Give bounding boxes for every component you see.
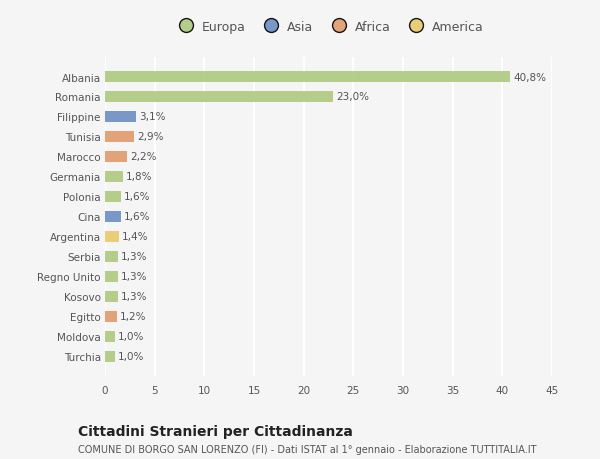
Text: 1,6%: 1,6% <box>124 192 151 202</box>
Bar <box>105 231 119 242</box>
Text: 23,0%: 23,0% <box>337 92 370 102</box>
Bar <box>105 72 510 83</box>
Text: 1,4%: 1,4% <box>122 232 148 242</box>
Text: 1,3%: 1,3% <box>121 291 148 302</box>
Bar <box>105 331 115 342</box>
Text: Cittadini Stranieri per Cittadinanza: Cittadini Stranieri per Cittadinanza <box>78 425 353 438</box>
Text: 1,0%: 1,0% <box>118 352 144 361</box>
Bar <box>105 251 118 262</box>
Bar <box>105 132 134 143</box>
Text: 40,8%: 40,8% <box>513 73 546 82</box>
Bar <box>105 172 123 183</box>
Text: 2,9%: 2,9% <box>137 132 163 142</box>
Bar <box>105 212 121 222</box>
Text: COMUNE DI BORGO SAN LORENZO (FI) - Dati ISTAT al 1° gennaio - Elaborazione TUTTI: COMUNE DI BORGO SAN LORENZO (FI) - Dati … <box>78 444 536 454</box>
Text: 1,3%: 1,3% <box>121 272 148 282</box>
Text: 1,3%: 1,3% <box>121 252 148 262</box>
Bar <box>105 271 118 282</box>
Text: 1,6%: 1,6% <box>124 212 151 222</box>
Legend: Europa, Asia, Africa, America: Europa, Asia, Africa, America <box>169 16 488 39</box>
Bar <box>105 191 121 202</box>
Text: 1,0%: 1,0% <box>118 331 144 341</box>
Text: 3,1%: 3,1% <box>139 112 165 122</box>
Text: 1,2%: 1,2% <box>120 312 146 321</box>
Text: 2,2%: 2,2% <box>130 152 157 162</box>
Text: 1,8%: 1,8% <box>126 172 152 182</box>
Bar <box>105 92 334 103</box>
Bar <box>105 151 127 162</box>
Bar <box>105 311 117 322</box>
Bar <box>105 291 118 302</box>
Bar <box>105 112 136 123</box>
Bar <box>105 351 115 362</box>
